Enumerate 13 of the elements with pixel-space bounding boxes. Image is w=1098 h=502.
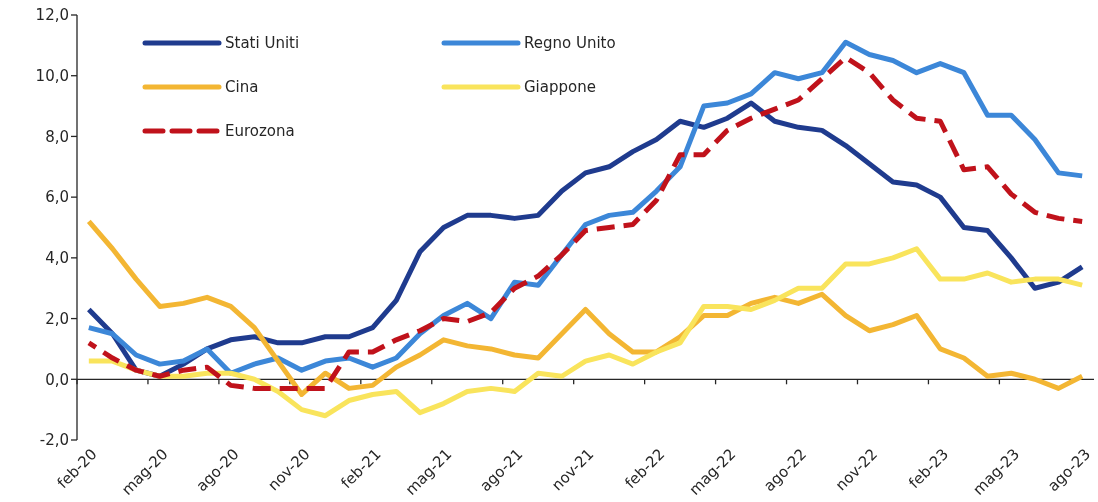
y-tick-label: 10,0: [35, 67, 69, 86]
y-tick-label: 8,0: [45, 127, 69, 146]
y-tick-label: 6,0: [45, 188, 69, 207]
y-tick-label: 4,0: [45, 249, 69, 268]
legend-label: Giappone: [524, 78, 596, 96]
legend-label: Regno Unito: [524, 34, 616, 52]
y-tick-label: -2,0: [39, 431, 69, 450]
y-tick-label: 2,0: [45, 309, 69, 328]
y-tick-label: 12,0: [35, 6, 69, 25]
legend-label: Stati Uniti: [225, 34, 300, 52]
y-tick-label: 0,0: [45, 370, 69, 389]
legend-label: Eurozona: [225, 122, 295, 140]
legend-label: Cina: [225, 78, 259, 96]
